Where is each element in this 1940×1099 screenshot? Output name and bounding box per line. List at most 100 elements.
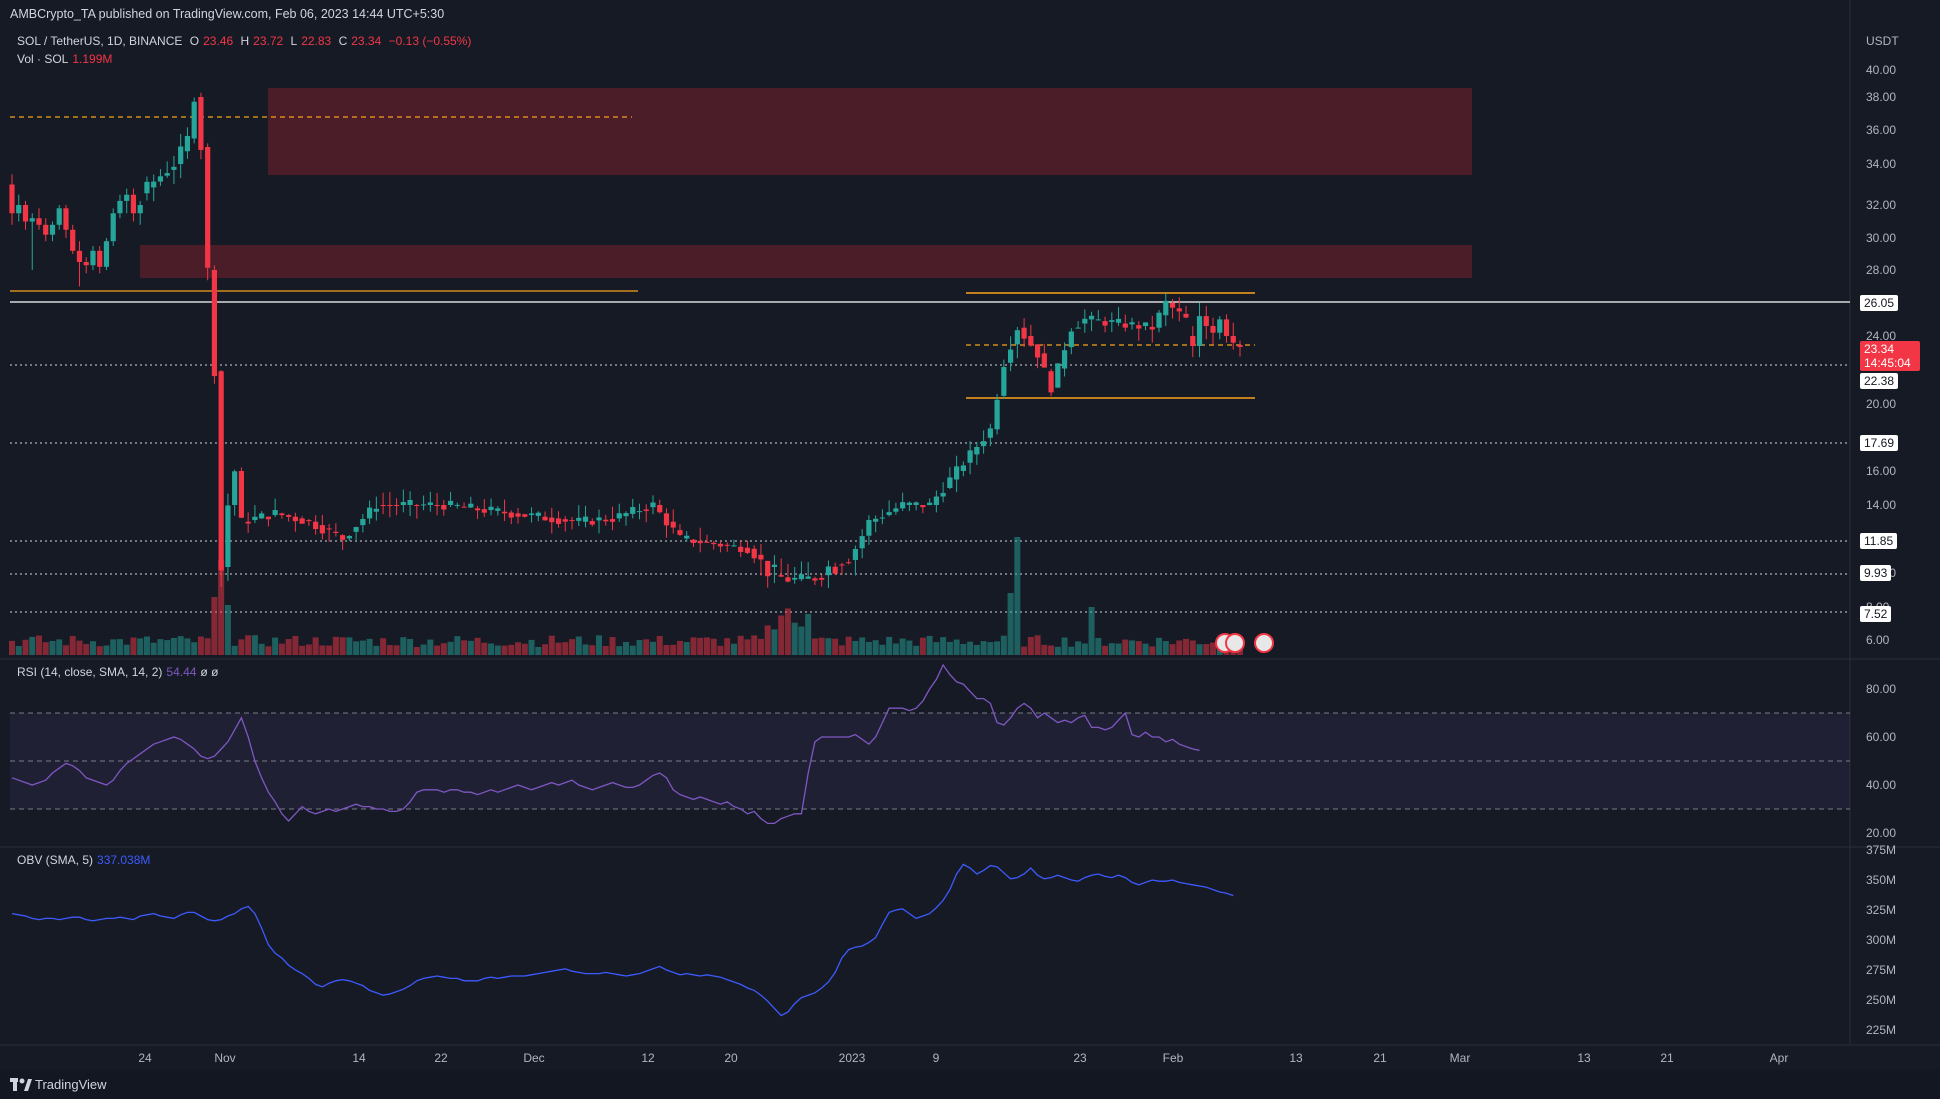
volume-bar — [697, 637, 704, 655]
candle-body — [677, 530, 683, 535]
candle-body — [731, 545, 737, 547]
close-label: C — [338, 34, 348, 48]
rsi-legend[interactable]: RSI (14, close, SMA, 14, 2) 54.44 ø ø — [17, 665, 222, 679]
price-tag-9: 9.93 — [1860, 565, 1892, 581]
volume-bar — [967, 641, 974, 655]
volume-bar — [353, 641, 360, 655]
volume-bar — [1210, 642, 1217, 655]
volume-bar — [96, 646, 103, 655]
volume-bar — [110, 639, 117, 655]
symbol-legend[interactable]: SOL / TetherUS, 1D, BINANCE O 23.46 H 23.7… — [17, 34, 475, 48]
volume-bar — [9, 640, 15, 655]
open-label: O — [189, 34, 200, 48]
price-tag-22: 22.38 — [1860, 373, 1899, 389]
volume-bar — [1054, 646, 1061, 655]
brand-text[interactable]: TradingView — [35, 1077, 107, 1092]
candle-body — [609, 519, 616, 522]
volume-bar — [339, 637, 346, 655]
volume-bar — [670, 644, 677, 655]
candle-body — [387, 505, 393, 506]
time-tick-label: 2023 — [839, 1051, 866, 1065]
candle-body — [110, 213, 116, 242]
candle-body — [751, 548, 757, 559]
candle-body — [582, 516, 589, 522]
candle-body — [1169, 302, 1176, 308]
volume-bar — [764, 625, 771, 655]
obv-legend[interactable]: OBV (SMA, 5) 337.038M — [17, 853, 154, 867]
candle-body — [434, 505, 440, 506]
symbol-name[interactable]: SOL / TetherUS, 1D, BINANCE — [17, 34, 183, 48]
obv-tick-label: 250M — [1866, 993, 1896, 1007]
candle-body — [650, 502, 656, 508]
obv-tick-label: 325M — [1866, 903, 1896, 917]
volume-bar — [56, 639, 63, 655]
candle-body — [690, 539, 697, 544]
price-chart[interactable]: 40.00 38.00 36.00 34.00 32.00 30.00 28.00 24.00… — [0, 0, 1940, 1070]
price-tick-label: 36.00 — [1866, 123, 1896, 137]
volume-bar — [953, 639, 960, 655]
candle-body — [1055, 363, 1061, 388]
volume-bar — [440, 643, 447, 655]
volume-bar — [285, 639, 292, 655]
volume-legend[interactable]: Vol · SOL 1.199M — [17, 52, 116, 66]
candle-body — [1136, 325, 1142, 329]
volume-bar — [656, 635, 663, 655]
volume-bar — [103, 645, 110, 655]
candle-body — [1196, 316, 1203, 346]
candle-body — [461, 506, 467, 508]
volume-value: 1.199M — [72, 52, 113, 66]
volume-bar — [872, 640, 879, 655]
candle-body — [97, 250, 103, 267]
obv-tick-label: 300M — [1866, 933, 1896, 947]
volume-bar — [596, 635, 603, 655]
candle-body — [960, 465, 966, 471]
time-tick-label: 13 — [1289, 1051, 1303, 1065]
candle-body — [1142, 322, 1149, 327]
candle-body — [866, 520, 872, 536]
candle-body — [1102, 321, 1108, 326]
volume-bar — [191, 642, 198, 655]
candle-body — [805, 576, 811, 579]
candle-body — [859, 536, 865, 549]
candle-body — [306, 520, 312, 522]
candle-body — [265, 516, 271, 520]
price-tick-label: 28.00 — [1866, 263, 1896, 277]
candle-body — [9, 184, 15, 214]
candle-body — [333, 531, 339, 533]
volume-bar — [400, 637, 407, 655]
candle-body — [164, 173, 170, 176]
volume-bar — [251, 635, 258, 655]
candle-body — [792, 577, 798, 580]
price-tick-label: 14.00 — [1866, 498, 1896, 512]
volume-label[interactable]: Vol · SOL — [17, 52, 69, 66]
candle-body — [1203, 316, 1209, 327]
volume-bar — [548, 635, 555, 655]
volume-bar — [481, 642, 488, 655]
volume-bar — [811, 638, 818, 655]
price-tick-label: 34.00 — [1866, 157, 1896, 171]
volume-bar — [676, 640, 683, 655]
candle-body — [340, 535, 346, 540]
footer-bar: TradingView — [0, 1070, 1940, 1099]
price-tag-7: 7.52 — [1860, 606, 1892, 622]
volume-bar — [130, 637, 137, 655]
obv-label[interactable]: OBV (SMA, 5) — [17, 853, 94, 867]
volume-bar — [238, 639, 245, 655]
candle-body — [522, 514, 528, 517]
candle-body — [1109, 320, 1115, 322]
candle-body — [1210, 326, 1216, 333]
candle-body — [1190, 336, 1196, 346]
candle-body — [299, 518, 305, 524]
volume-bar — [859, 637, 866, 655]
volume-bar — [265, 646, 272, 655]
volume-bar — [170, 637, 177, 655]
candle-body — [1156, 312, 1162, 328]
candle-body — [839, 564, 845, 566]
rsi-label[interactable]: RSI (14, close, SMA, 14, 2) — [17, 665, 163, 679]
candle-body — [684, 535, 690, 539]
candle-body — [130, 194, 137, 214]
volume-bar — [987, 642, 994, 655]
volume-bar — [528, 639, 535, 655]
candle-body — [313, 521, 319, 530]
